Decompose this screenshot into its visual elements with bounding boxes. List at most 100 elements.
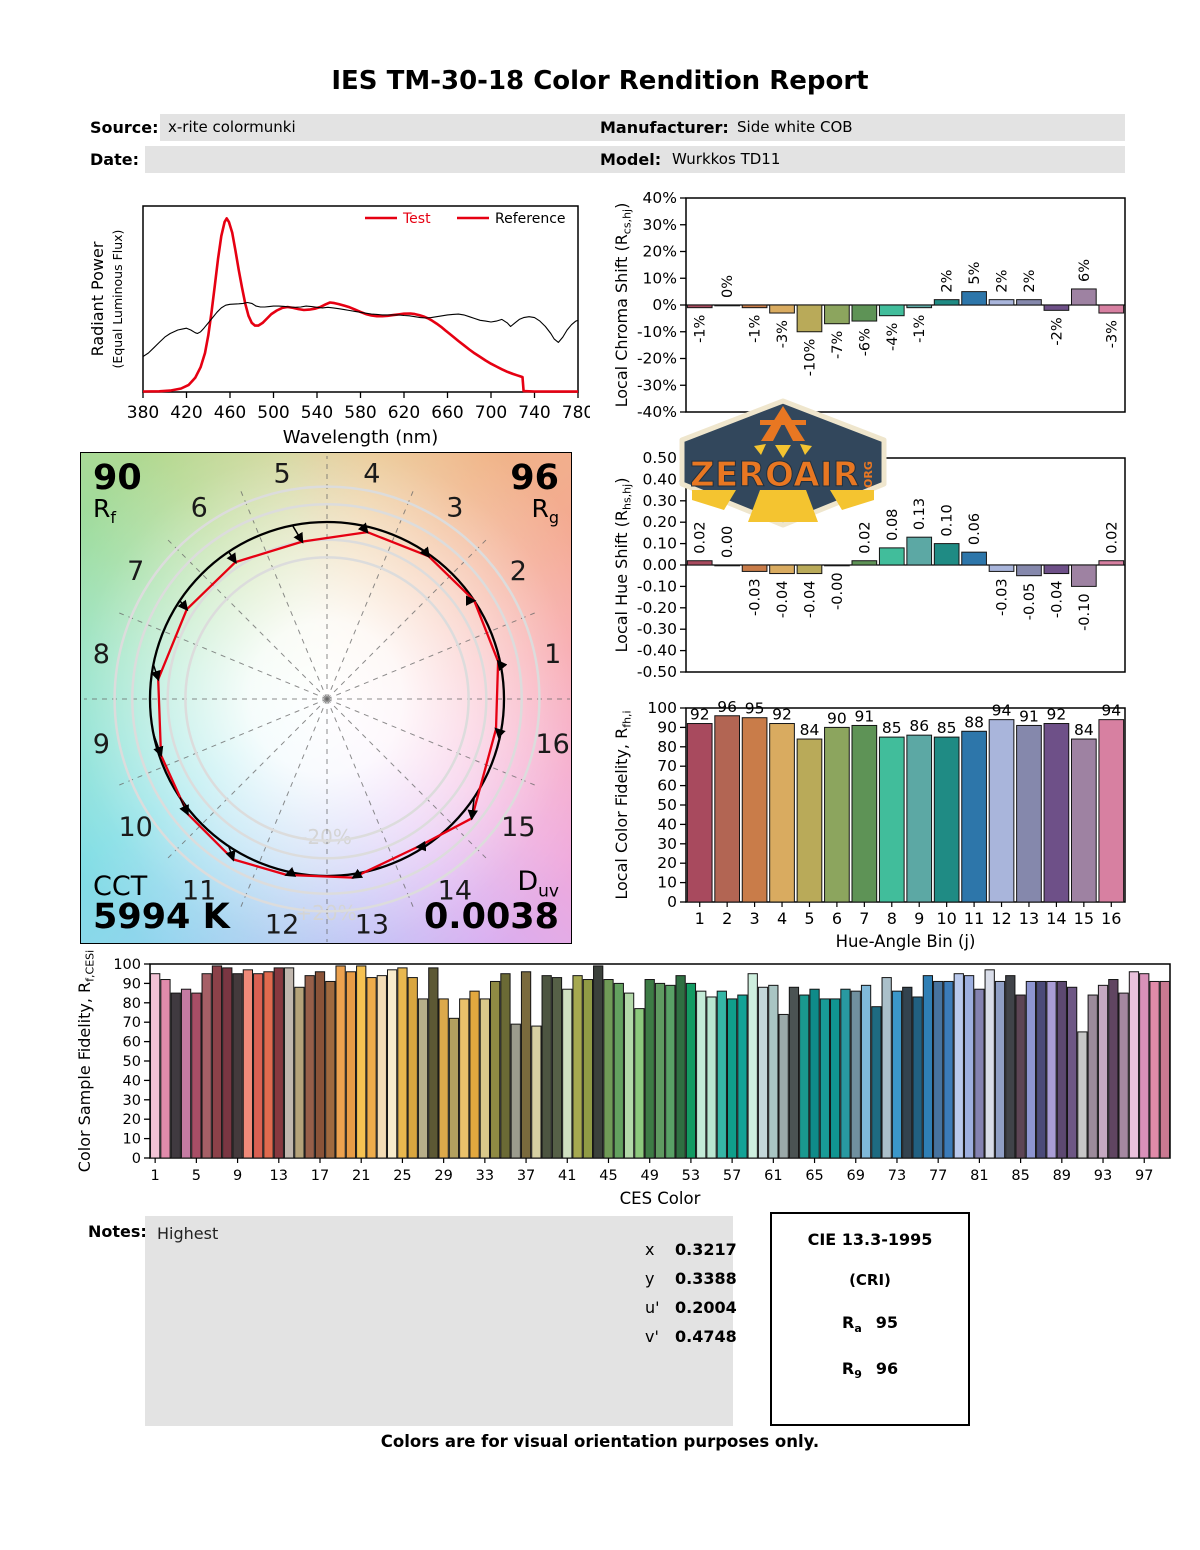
- svg-text:37: 37: [517, 1168, 535, 1184]
- svg-text:6: 6: [832, 909, 842, 928]
- local_fidelity-bar: [851, 724, 878, 903]
- hue_shift-bar: [851, 560, 878, 566]
- chromaticity-u-prime: u' 0.2004: [645, 1298, 737, 1317]
- ces-bar: [294, 986, 305, 1159]
- ces-bar: [469, 990, 480, 1159]
- svg-text:21: 21: [352, 1168, 370, 1184]
- svg-text:-4%: -4%: [885, 323, 901, 351]
- svg-text:Wavelength (nm): Wavelength (nm): [283, 427, 439, 447]
- ces-bar: [974, 988, 985, 1159]
- svg-text:-30%: -30%: [637, 376, 677, 394]
- local_fidelity-bar: [769, 723, 795, 903]
- svg-text:12: 12: [265, 910, 299, 941]
- chroma_shift-bar: [906, 304, 933, 309]
- svg-text:-0.10: -0.10: [637, 577, 677, 595]
- local_fidelity-bar: [1043, 723, 1070, 903]
- svg-text:-0.03: -0.03: [748, 578, 764, 616]
- svg-text:5: 5: [804, 909, 814, 928]
- svg-text:0.02: 0.02: [857, 521, 873, 553]
- svg-text:0.50: 0.50: [642, 449, 677, 467]
- color-vector-graphic: 90 Rf 96 Rg CCT 5994 K Duv 0.0038 -20% +…: [80, 452, 572, 944]
- rf-score: 90 Rf: [93, 458, 142, 527]
- svg-text:3: 3: [446, 493, 463, 524]
- svg-text:-0.10: -0.10: [1077, 593, 1093, 631]
- svg-text:92: 92: [1047, 706, 1067, 724]
- local_fidelity-bar: [933, 736, 960, 903]
- local_fidelity-bar: [824, 726, 850, 903]
- svg-text:-20%: -20%: [637, 350, 677, 368]
- svg-text:0.10: 0.10: [940, 504, 956, 536]
- ces-bar: [850, 990, 861, 1159]
- ring-label-outer: +20%: [295, 901, 357, 925]
- svg-text:93: 93: [1094, 1168, 1112, 1184]
- cct-value: CCT 5994 K: [93, 871, 230, 937]
- ces-bar: [922, 975, 934, 1159]
- svg-text:91: 91: [854, 707, 874, 725]
- svg-text:61: 61: [764, 1168, 782, 1184]
- svg-text:92: 92: [690, 706, 710, 724]
- svg-text:14: 14: [1046, 909, 1066, 928]
- ces-bar: [757, 986, 769, 1159]
- hue_shift-bar: [961, 551, 987, 566]
- hue_shift-bar: [1070, 564, 1097, 587]
- ces-bar: [582, 979, 594, 1159]
- hue_shift-bar: [878, 547, 905, 566]
- svg-text:10%: 10%: [643, 269, 677, 287]
- svg-text:-10%: -10%: [637, 323, 677, 341]
- ces-bar: [1025, 980, 1037, 1159]
- ces-bar: [1056, 980, 1067, 1159]
- logo-org-text: ORG: [862, 461, 875, 488]
- svg-text:10: 10: [123, 1132, 141, 1148]
- svg-text:25: 25: [393, 1168, 411, 1184]
- svg-text:85: 85: [937, 719, 957, 737]
- hue_shift-bar: [1016, 564, 1042, 577]
- svg-text:11: 11: [182, 875, 216, 906]
- chroma_shift-bar: [1016, 299, 1042, 306]
- chroma_shift-bar: [686, 304, 713, 309]
- svg-text:88: 88: [964, 713, 984, 731]
- ces-bar: [180, 988, 192, 1159]
- ces-fidelity-chart: 100 90 80 70 60 50 40 30 20 10 0 1 5 9 13 17 21 25 29 33 37 4…: [72, 950, 1184, 1208]
- local_fidelity-bar: [714, 715, 741, 903]
- ces-bar: [654, 982, 666, 1159]
- ces-bar: [685, 982, 697, 1159]
- svg-text:-1%: -1%: [748, 315, 764, 343]
- ces-bar: [902, 986, 913, 1159]
- ces-bar: [799, 994, 810, 1159]
- ces-bar: [747, 973, 758, 1159]
- svg-text:65: 65: [805, 1168, 823, 1184]
- svg-text:-0.20: -0.20: [637, 599, 677, 617]
- local_fidelity-bar: [1098, 719, 1125, 903]
- ces-bar: [417, 998, 429, 1159]
- ces-bar: [1005, 975, 1016, 1159]
- ces-bar: [407, 977, 418, 1159]
- svg-text:7: 7: [127, 556, 144, 587]
- chroma_shift-bar: [824, 304, 850, 325]
- ces-bar: [150, 973, 161, 1159]
- ces-bar: [1036, 980, 1047, 1159]
- svg-text:0: 0: [667, 893, 677, 911]
- svg-text:10: 10: [936, 909, 956, 928]
- chroma_shift-bar: [796, 304, 823, 333]
- ring-label-inner: -20%: [300, 825, 352, 849]
- svg-text:30%: 30%: [643, 216, 677, 234]
- svg-text:57: 57: [723, 1168, 741, 1184]
- ces-bar: [963, 975, 975, 1159]
- ces-bar: [191, 992, 202, 1159]
- hue_shift-bar: [796, 564, 823, 575]
- svg-text:Reference: Reference: [495, 211, 566, 227]
- svg-text:49: 49: [640, 1168, 658, 1184]
- ces-bar: [1128, 971, 1140, 1159]
- ces-bar: [840, 988, 851, 1159]
- chroma_shift-bar: [1043, 304, 1070, 311]
- ces-bar: [335, 965, 346, 1159]
- svg-text:-0.04: -0.04: [802, 581, 818, 619]
- logo-text: ZEROAIR: [690, 455, 859, 495]
- cri-title: CIE 13.3-1995: [807, 1230, 933, 1249]
- model-value: Wurkkos TD11: [664, 146, 1125, 173]
- chroma_shift-bar: [988, 299, 1015, 306]
- local_fidelity-bar: [1016, 724, 1042, 903]
- svg-text:-6%: -6%: [857, 328, 873, 356]
